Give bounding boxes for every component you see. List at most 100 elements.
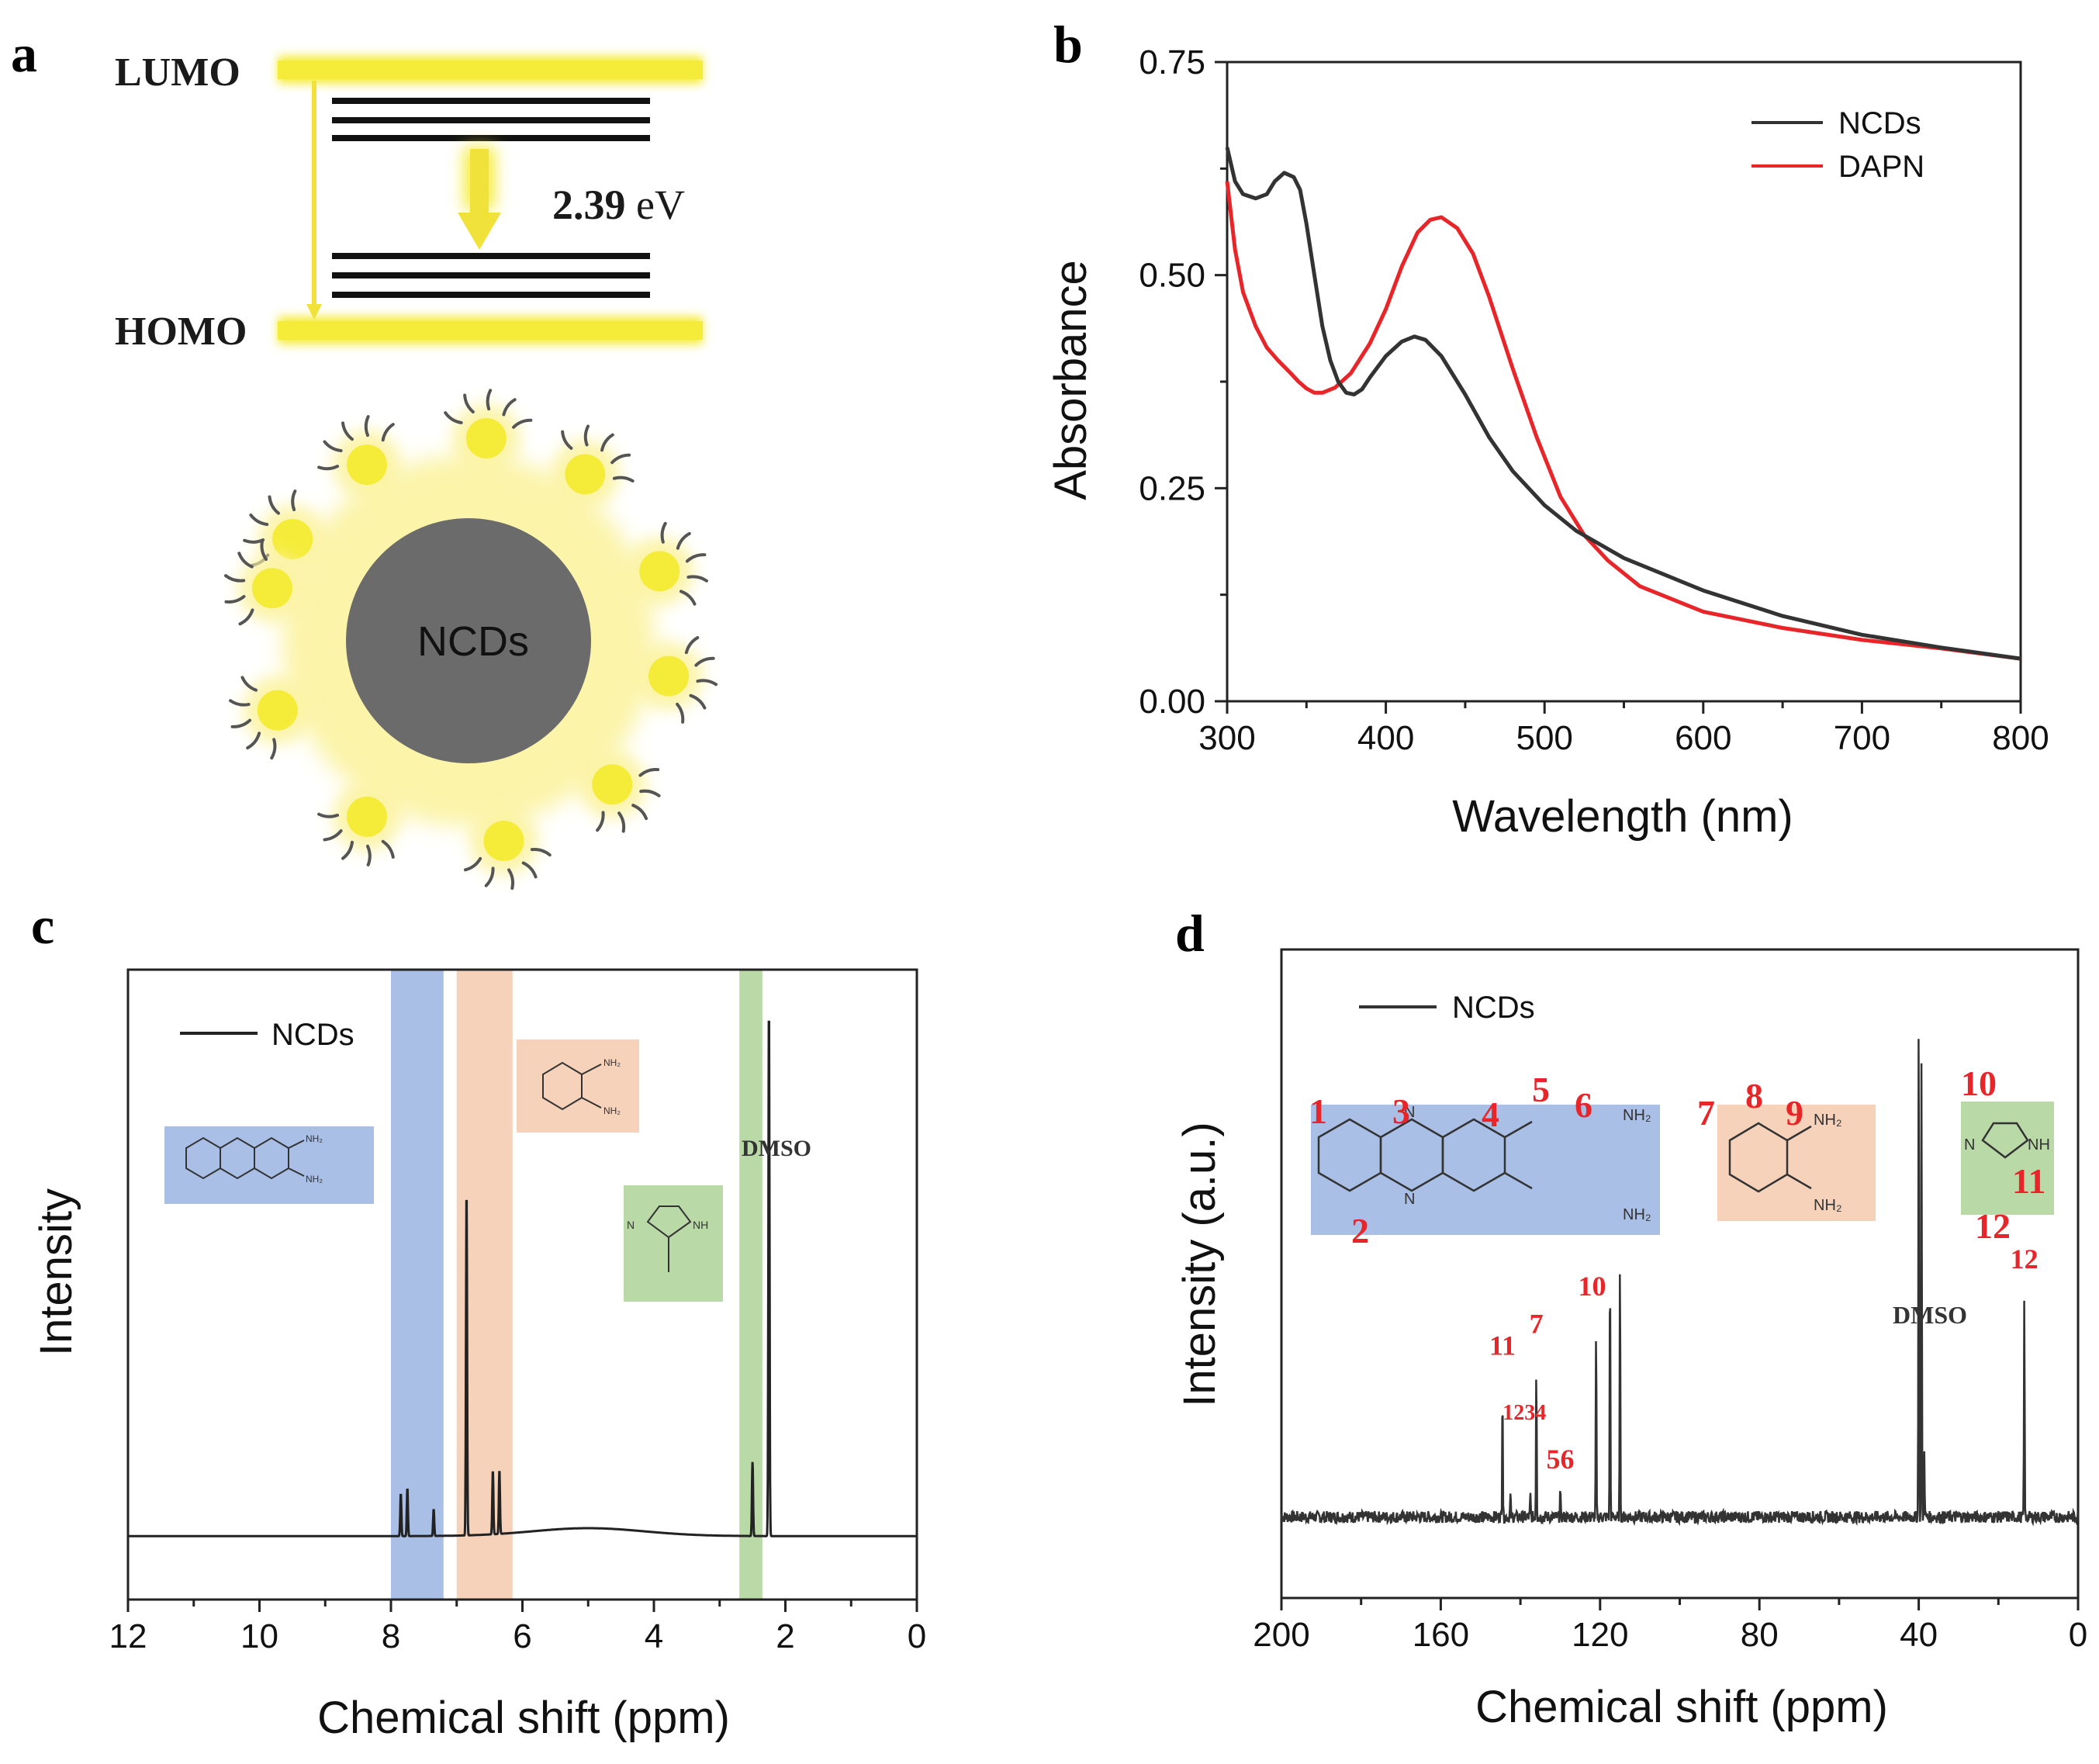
d-series-ncds [1280,1039,2079,1527]
c-xtick-label: 4 [645,1617,663,1655]
num-2: 2 [1351,1211,1369,1250]
plot-b-legend: NCDs DAPN [1751,106,1924,184]
ligand-tail [596,811,605,832]
diam-d-nh2-bot: NH₂ [1814,1197,1842,1214]
d-xtick-label: 80 [1741,1616,1779,1654]
ligand-dot [465,417,507,458]
imidazole-box-d [1961,1102,2054,1215]
phenazine-box-c [164,1126,374,1204]
panel-a-label: a [11,24,37,83]
c-xtick-label: 6 [513,1617,531,1655]
ligand-tail [317,465,340,471]
phen-c-nh2-top: NH₂ [306,1133,323,1144]
ligand-tail [502,398,517,417]
dmso-label-c: DMSO [742,1136,811,1161]
c-xtick-label: 2 [776,1617,794,1655]
b-ytick-label: 0.75 [1139,43,1205,81]
phen-d-n-bot: N [1404,1191,1415,1208]
ligand-tail [224,594,246,604]
plot-b-axes: 300 400 500 600 700 800 0.00 0.25 0.50 0.75 [1139,43,2049,757]
ligand-dot [592,764,633,805]
d-peak-label: 10 [1579,1271,1606,1302]
lumo-bar [278,61,703,79]
legend-dapn-text: DAPN [1838,150,1924,184]
num-4: 4 [1482,1095,1499,1134]
gap-arrowhead [458,213,501,250]
plot-c-xlabel: Chemical shift (ppm) [317,1693,730,1743]
ligand-tail [243,538,265,544]
ligand-tail [237,552,254,569]
ligand-tail [530,847,552,857]
b-xtick-label: 600 [1675,719,1731,757]
d-xtick-label: 160 [1413,1616,1469,1654]
ligand-tail [246,732,261,750]
ligand-tail [689,693,707,710]
b-series-ncds [1225,147,2021,661]
num-11: 11 [2012,1161,2045,1201]
ligand-tail [685,553,707,563]
diam-d-nh2-top: NH₂ [1814,1112,1842,1129]
ligand-dot [251,568,292,609]
phenazine-structure-d: N N NH₂ NH₂ 1 2 3 4 5 6 [1309,1070,1660,1250]
diamine-box-c [517,1039,639,1133]
c-band [391,970,444,1600]
ligand-tail [507,868,515,891]
ligand-tail [366,844,372,866]
imid-d-n: N [1964,1136,1975,1154]
plot-d-legend: NCDs [1359,991,1535,1025]
b-ytick-label: 0.25 [1139,469,1205,507]
ligand-tail [249,514,269,526]
d-xtick-label: 120 [1572,1616,1628,1654]
d-peak-label: 1234 [1502,1401,1546,1425]
b-ytick-label: 0.50 [1139,257,1205,295]
plot-b-ylabel: Absorbance [1046,260,1096,500]
num-6: 6 [1575,1085,1592,1125]
imidazole-structure-d: N NH 10 11 12 [1961,1064,2054,1246]
plot-c-ylabel: Intensity [31,1188,81,1356]
ligand-tail [610,453,631,465]
phen-d-n-top: N [1404,1104,1415,1121]
panel-a: a LUMO HOMO 2.39 eV NCDs [11,24,718,891]
ligand-tail [323,829,343,842]
panel-b: b 300 400 500 600 700 800 0.00 0.25 0.50 0.75 Wav… [1046,15,2049,842]
gap-arrow-shaft [470,149,489,216]
d-peak-label: 7 [1530,1309,1544,1340]
ligand-tail [268,495,280,515]
plot-c-legend: NCDs [180,1018,354,1052]
dmso-label-d: DMSO [1893,1301,1967,1329]
plot-d-ylabel: Intensity (a.u.) [1174,1122,1225,1406]
ligand-tail [638,767,660,777]
ligand-tail [660,521,667,544]
ligand-tail [639,789,661,797]
ligand-tail [463,856,482,872]
d-peak-label: 12 [2011,1243,2038,1275]
plot-c-axes: 12 10 8 6 4 2 0 [109,1600,926,1655]
energy-levels [332,98,650,298]
ligand-tail [486,389,493,411]
phenazine-structure-c: NH₂ NH₂ [164,1126,374,1204]
ligand-tail [444,411,463,424]
panel-c: c 12 10 8 6 4 2 0 Chemical shift (ppm) Intensi… [31,896,926,1743]
d-xtick-label: 40 [1900,1616,1938,1654]
legend-c-text: NCDs [271,1018,354,1052]
imidazole-box-c [624,1185,723,1302]
num-5: 5 [1532,1070,1550,1109]
lumo-label: LUMO [115,50,240,95]
ligand-tail [229,699,251,707]
diam-c-nh2-top: NH₂ [603,1057,621,1068]
ligand-tail [323,440,343,452]
c-xtick-label: 12 [109,1617,147,1655]
ligand-tail [686,575,708,583]
band-gap-text: 2.39 eV [552,182,685,228]
num-3: 3 [1392,1091,1410,1131]
num-10: 10 [1961,1064,1997,1103]
diamine-structure-c: NH₂ NH₂ [517,1039,639,1133]
panel-d-label: d [1175,904,1205,963]
plot-b-xlabel: Wavelength (nm) [1452,791,1793,842]
homo-label: HOMO [115,310,247,354]
ncd-core [346,518,591,763]
legend-ncds-text: NCDs [1838,106,1921,140]
d-peak-label: 56 [1546,1444,1574,1475]
ligand-tail [270,738,277,760]
